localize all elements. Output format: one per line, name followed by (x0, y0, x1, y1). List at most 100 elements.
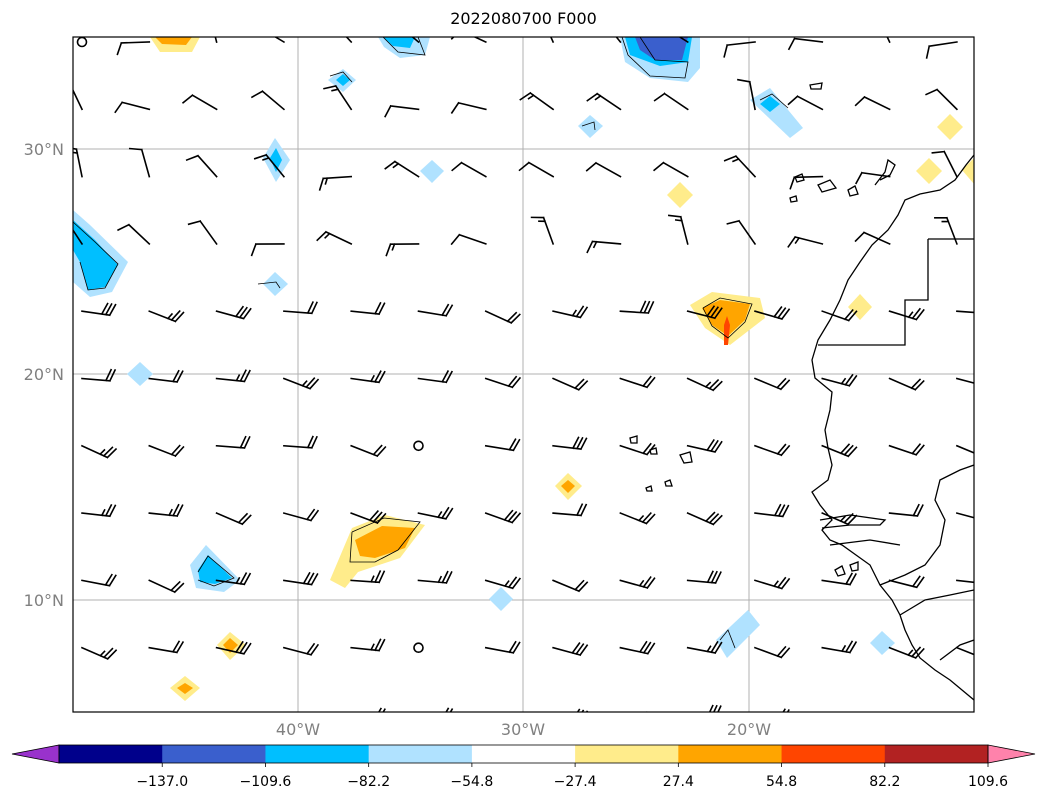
wind-barb (619, 300, 655, 315)
wind-barb (955, 377, 974, 384)
wind-barb (821, 308, 858, 322)
wind-barb (445, 707, 454, 712)
positive-area (177, 683, 193, 694)
colorbar-bin (781, 745, 886, 763)
colorbar-tick-label: −137.0 (136, 774, 188, 790)
negative-area (336, 74, 350, 86)
positive-area (937, 114, 963, 140)
wind-barb (114, 101, 151, 114)
wind-barb (417, 370, 454, 384)
contour-fills (73, 37, 974, 701)
colorbar-tick-label: −54.8 (450, 774, 493, 790)
lon-label-40w: 40°W (276, 720, 320, 739)
wind-barb (753, 377, 791, 391)
wind-barb (552, 642, 589, 657)
wind-barb (73, 88, 84, 111)
wind-barb (619, 442, 656, 456)
wind-barb (81, 573, 117, 587)
positive-area (355, 526, 415, 558)
wind-barb (925, 88, 959, 111)
wind-barb (723, 41, 756, 58)
map-plot-area (73, 37, 974, 727)
wind-barb (888, 575, 925, 589)
wind-barb (686, 570, 722, 585)
wind-barb (282, 377, 320, 390)
wind-barb (888, 503, 924, 517)
colorbar-bin (162, 745, 266, 763)
wind-barb (417, 303, 454, 317)
wind-barb (956, 310, 974, 314)
wind-barb (215, 512, 252, 526)
wind-barb (148, 640, 185, 654)
wind-barb (417, 570, 453, 584)
colorbar-extend-min (11, 744, 60, 764)
wind-barb (619, 576, 656, 590)
map-frame (72, 36, 975, 713)
colorbar-tick-label: 27.4 (663, 774, 694, 790)
negative-area (489, 587, 513, 611)
wind-barb (215, 640, 252, 655)
wind-barb (667, 214, 689, 245)
negative-area (73, 220, 118, 290)
wind-barb (81, 302, 117, 317)
negative-area (870, 631, 895, 655)
wind-barb (73, 228, 84, 246)
wind-barb (411, 37, 420, 44)
colorbar-bin (59, 745, 163, 763)
negative-area (127, 362, 153, 386)
wind-barb (417, 506, 454, 520)
wind-barb (686, 377, 723, 392)
colorbar (11, 744, 1036, 764)
wind-barb (550, 37, 555, 44)
wind-barb (888, 443, 925, 456)
colorbar-tick-label: −109.6 (240, 774, 292, 790)
wind-barb (552, 436, 588, 451)
lat-label-10n: 10°N (24, 591, 64, 610)
wind-barb (787, 37, 824, 51)
wind-barb (81, 503, 117, 518)
wind-barb (350, 570, 386, 584)
wind-barb (187, 220, 218, 246)
colorbar-labels: −137.0 −109.6 −82.2 −54.8 −27.4 27.4 54.8 82.2 1… (136, 763, 1008, 790)
wind-barb (888, 646, 925, 660)
wind-barb (250, 90, 286, 111)
wind-barb (586, 240, 622, 254)
wind-barb (956, 579, 974, 584)
wind-barb (148, 579, 185, 594)
wind-barb (282, 508, 320, 522)
wind-barb (787, 235, 824, 248)
wind-barb (934, 216, 958, 245)
lat-label-20n: 20°N (24, 365, 64, 384)
colorbar-tick-label: 82.2 (869, 774, 900, 790)
lon-label-30w: 30°W (501, 720, 545, 739)
wind-barb (886, 37, 891, 44)
wind-barb (484, 640, 521, 654)
negative-area (420, 160, 444, 183)
wind-barb (686, 640, 723, 655)
wind-barb (450, 101, 487, 114)
wind-barb (273, 37, 285, 44)
wind-barb (619, 512, 656, 525)
wind-barb (413, 440, 424, 452)
wind-barb (282, 642, 320, 656)
wind-barb (80, 444, 118, 459)
wind-barb (619, 640, 656, 655)
wind-barb (451, 161, 487, 178)
wind-barb (350, 444, 387, 458)
wind-barb (148, 503, 184, 518)
wind-barb (888, 377, 925, 391)
wind-barb (653, 92, 689, 111)
wind-barb (82, 714, 116, 725)
wind-barb (350, 638, 386, 652)
lat-label-30n: 30°N (24, 140, 64, 159)
gridlines (73, 37, 974, 712)
wind-barb (385, 243, 420, 257)
wind-barb (484, 576, 522, 590)
wind-barb (318, 175, 353, 191)
wind-barb (345, 37, 353, 44)
wind-barb (116, 41, 151, 56)
wind-barb (787, 95, 824, 111)
wind-barb (217, 715, 251, 727)
wind-barb (552, 579, 589, 593)
